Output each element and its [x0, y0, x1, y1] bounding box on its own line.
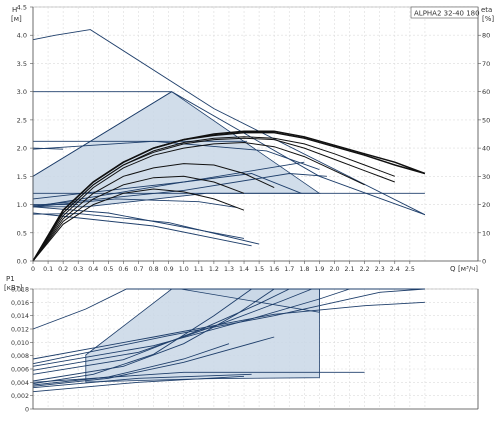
q-tick-label: 2.3	[375, 266, 385, 273]
head-curve	[32, 173, 327, 207]
q-tick-label: 0.2	[58, 266, 68, 273]
p1-tick-label: 0,012	[11, 327, 29, 334]
q-tick-label: 0.4	[88, 266, 98, 273]
head-curve	[32, 213, 260, 245]
h-tick-label: 3.0	[17, 88, 27, 96]
top-grid	[32, 6, 479, 262]
top-axes: 0.0 0.5 1.0 1.5 2.0 2.5 3.0 3.5 4.0 4.5 0 10 20 30 40 5…	[17, 4, 491, 274]
head-curves	[32, 29, 426, 247]
p1-axis-label: P1	[6, 275, 15, 283]
head-curve	[32, 29, 426, 216]
p1-tick-label: 0,016	[11, 300, 29, 307]
q-tick-label: 0.3	[73, 266, 83, 273]
q-axis-label: Q	[450, 265, 456, 273]
p1-tick-label: 0,006	[11, 367, 29, 374]
h-tick-label: 4.5	[17, 4, 27, 12]
power-curve	[32, 371, 365, 383]
h-tick-label: 2.5	[17, 116, 27, 124]
p1-tick-label: 0,002	[11, 393, 29, 400]
eta-tick-label: 70	[482, 60, 490, 68]
q-tick-label: 0.5	[103, 266, 113, 273]
power-curve	[32, 336, 275, 387]
power-curves	[32, 288, 425, 393]
q-tick-label: 0	[31, 266, 35, 273]
q-tick-label: 0.8	[149, 266, 159, 273]
power-curve	[32, 288, 425, 330]
power-curve	[32, 301, 425, 360]
q-tick-label: 0.1	[43, 266, 53, 273]
q-tick-label: 1.1	[194, 266, 204, 273]
p1-axis-unit: [кВт]	[4, 284, 23, 292]
q-tick-label: 2.0	[329, 266, 339, 273]
head-curve	[32, 147, 64, 150]
title-box	[410, 6, 479, 19]
q-tick-label: 2.1	[345, 266, 355, 273]
efficiency-curves	[32, 130, 426, 262]
p1-tick-label: 0	[25, 407, 29, 414]
h-tick-label: 2.0	[17, 145, 27, 153]
q-tick-label: 2.4	[390, 266, 400, 273]
efficiency-curve	[32, 175, 245, 262]
eta-tick-label: 40	[482, 145, 490, 153]
eta-axis-label: eta	[481, 6, 492, 14]
power-curve	[32, 375, 245, 393]
p1-tick-label: 0,010	[11, 340, 29, 347]
power-curve	[32, 343, 230, 386]
efficiency-curve	[32, 141, 365, 262]
q-tick-label: 1.7	[284, 266, 294, 273]
q-tick-label: 1.3	[224, 266, 234, 273]
efficiency-curve	[32, 188, 245, 262]
chart-title: ALPHA2 32-40 180	[414, 10, 480, 18]
h-tick-label: 3.5	[17, 60, 27, 68]
q-tick-label: 1.5	[254, 266, 264, 273]
h-axis-unit: [м]	[11, 15, 22, 23]
power-curve	[32, 288, 425, 365]
q-tick-label: 0.6	[118, 266, 128, 273]
head-curve	[32, 206, 245, 239]
h-tick-label: 1.0	[17, 201, 27, 209]
q-tick-label: 0.7	[134, 266, 144, 273]
head-curve	[32, 91, 426, 216]
efficiency-curve	[32, 137, 395, 262]
power-curve	[32, 373, 252, 389]
h-tick-label: 0.5	[17, 229, 27, 237]
eta-tick-label: 20	[482, 201, 490, 209]
p1-tick-label: 0,008	[11, 353, 29, 360]
eta-tick-label: 60	[482, 88, 490, 96]
q-tick-label: 1.4	[239, 266, 249, 273]
efficiency-curve	[32, 163, 275, 262]
power-curve	[32, 288, 252, 385]
h-tick-label: 4.0	[17, 32, 27, 40]
p1-tick-label: 0,014	[11, 313, 29, 320]
efficiency-curve	[32, 131, 426, 262]
p1-tick-label: 0,018	[11, 287, 29, 294]
eta-tick-label: 30	[482, 173, 490, 181]
q-tick-label: 1.2	[209, 266, 219, 273]
eta-tick-label: 50	[482, 116, 490, 124]
head-curve	[32, 140, 320, 171]
q-tick-label: 1.9	[314, 266, 324, 273]
power-curve	[32, 288, 313, 371]
p1-tick-label: 0,004	[11, 380, 29, 387]
eta-tick-label: 0	[482, 258, 486, 266]
q-tick-label: 1.6	[269, 266, 279, 273]
eta-axis-unit: [%]	[482, 15, 494, 23]
q-tick-label: 1.8	[299, 266, 309, 273]
h-axis-label: H	[12, 6, 17, 14]
eta-tick-label: 80	[482, 32, 490, 40]
power-curve	[32, 288, 275, 382]
bottom-axes: 0 0,002 0,004 0,006 0,008 0,010 0,012 0,014 0,01…	[11, 287, 479, 414]
h-tick-label: 0.0	[17, 258, 27, 266]
q-axis-unit: [м³/ч]	[458, 265, 478, 273]
h-tick-label: 1.5	[17, 173, 27, 181]
q-tick-label: 2.5	[405, 266, 415, 273]
q-tick-label: 0.9	[164, 266, 174, 273]
eta-tick-label: 10	[482, 229, 490, 237]
q-tick-label: 1.0	[179, 266, 189, 273]
q-tick-label: 2.2	[360, 266, 370, 273]
